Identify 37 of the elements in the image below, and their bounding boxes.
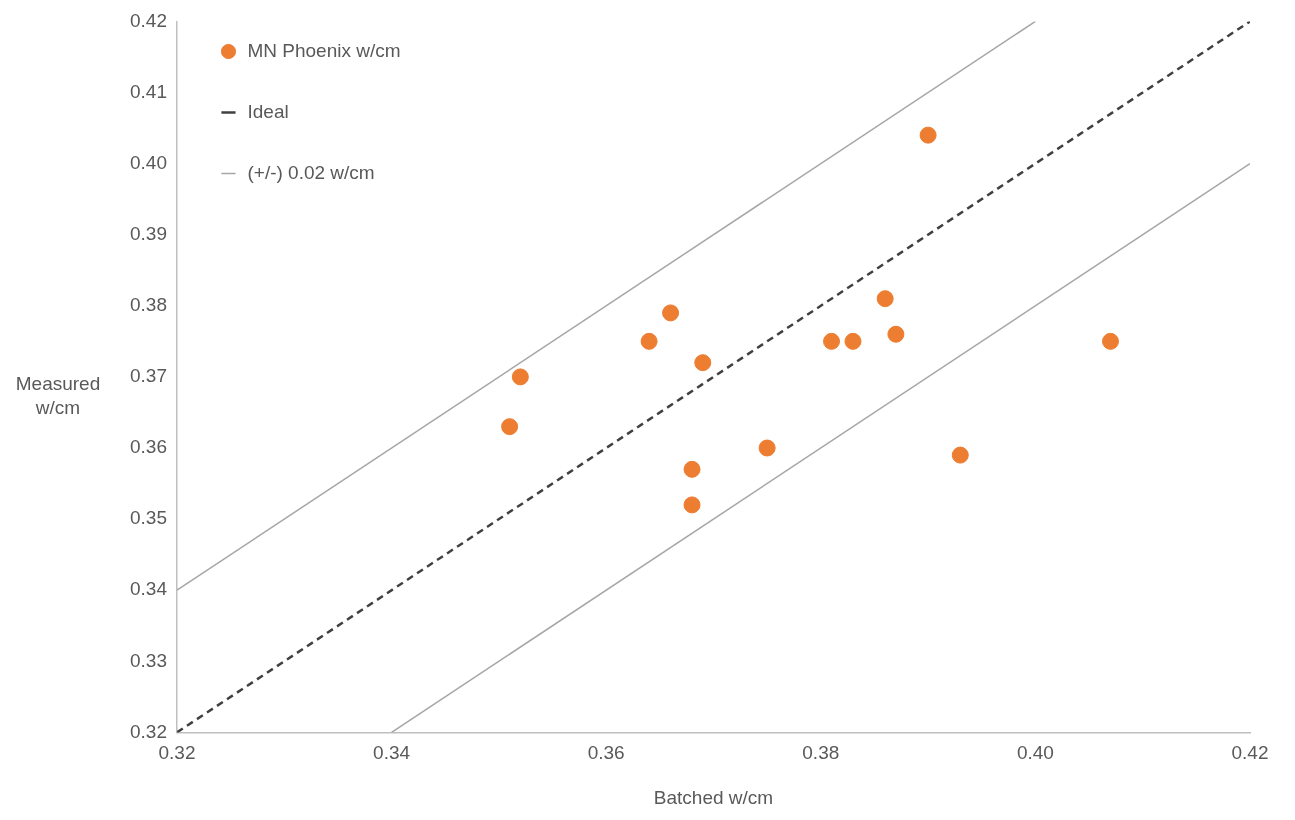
y-tick-label: 0.42 <box>130 9 167 31</box>
point <box>758 439 776 457</box>
x-tick-label: 0.42 <box>1231 742 1269 764</box>
y-tick-label: 0.40 <box>130 151 167 173</box>
y-tick-label: 0.33 <box>130 649 167 671</box>
point <box>1102 332 1120 350</box>
x-axis-title: Batched w/cm <box>653 786 774 808</box>
point <box>887 325 905 343</box>
x-tick-label: 0.34 <box>373 742 411 764</box>
legend-label: MN Phoenix w/cm <box>247 39 401 61</box>
y-tick-label: 0.38 <box>130 294 167 316</box>
y-tick-label: 0.34 <box>130 578 168 600</box>
point <box>683 496 701 514</box>
point <box>683 460 701 478</box>
x-tick-label: 0.32 <box>158 742 196 764</box>
point <box>694 354 712 372</box>
legend-label: Ideal <box>247 100 289 122</box>
x-tick-label: 0.38 <box>802 742 840 764</box>
point <box>876 290 894 308</box>
legend-label: (+/-) 0.02 w/cm <box>247 161 375 183</box>
y-tick-label: 0.39 <box>130 222 167 244</box>
x-tick-label: 0.40 <box>1016 742 1054 764</box>
y-tick-label: 0.41 <box>130 80 167 102</box>
y-tick-label: 0.36 <box>130 436 167 458</box>
point <box>823 332 841 350</box>
point <box>640 332 658 350</box>
point <box>951 446 969 464</box>
y-tick-label: 0.35 <box>130 507 167 529</box>
point <box>511 368 529 386</box>
point <box>844 332 862 350</box>
x-tick-label: 0.36 <box>587 742 625 764</box>
y-tick-label: 0.37 <box>130 365 167 387</box>
point <box>662 304 680 322</box>
y-tick-label: 0.32 <box>130 720 167 742</box>
y-axis-title: Measured w/cm <box>14 372 102 420</box>
point <box>919 126 937 144</box>
point <box>501 418 519 436</box>
